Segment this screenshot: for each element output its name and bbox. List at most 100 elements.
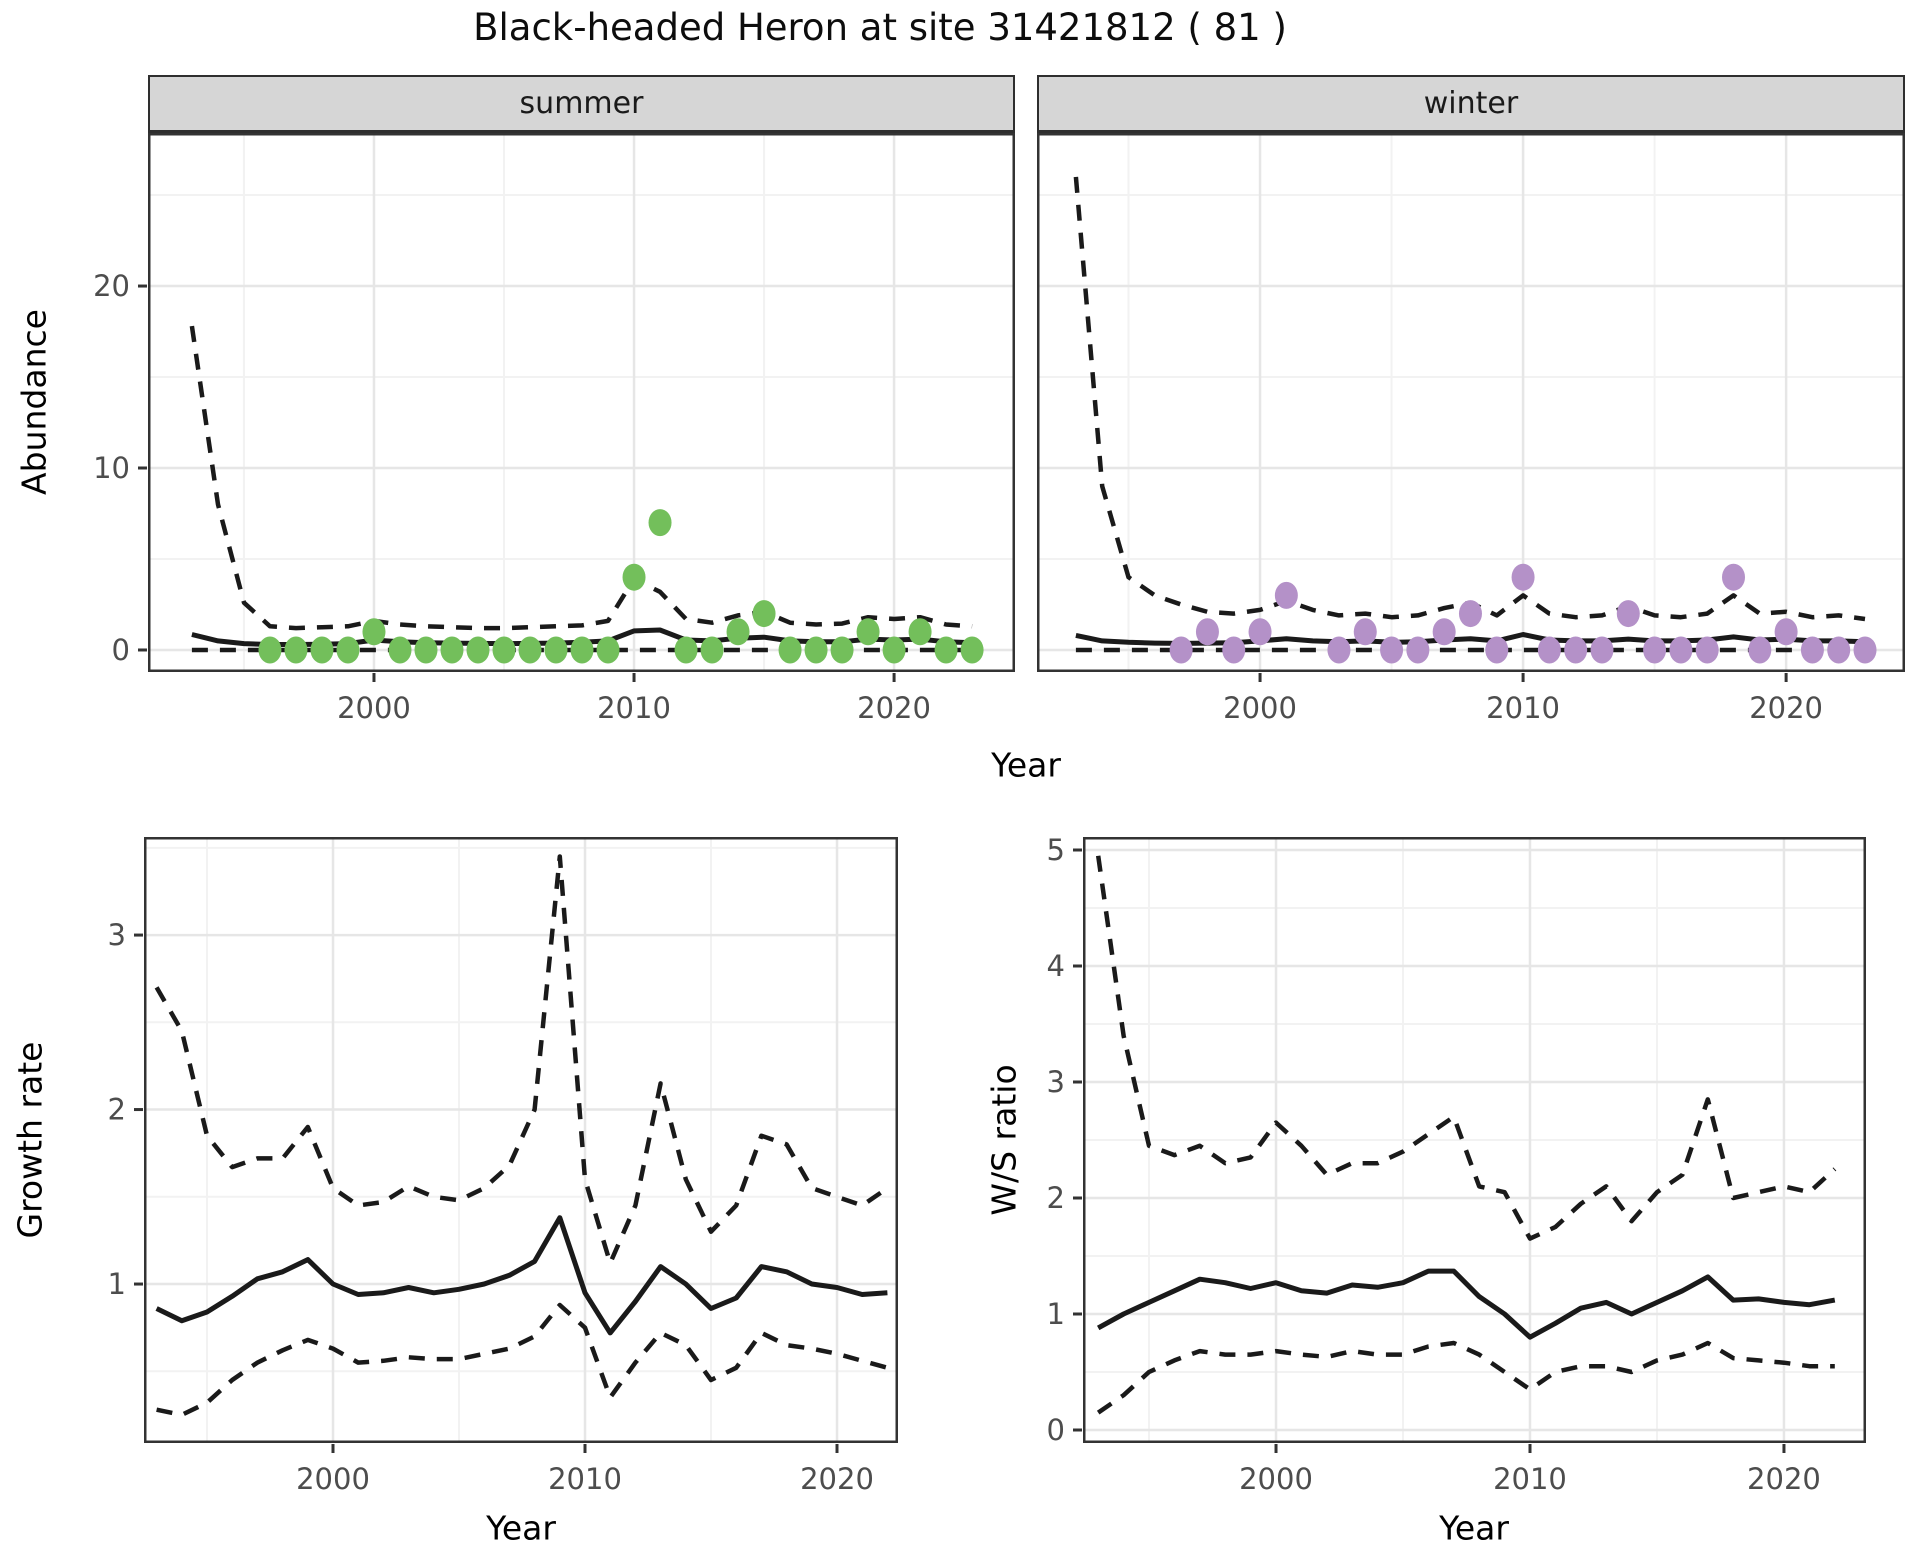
summer-abundance-grid-minor	[148, 133, 1015, 672]
winter-abundance-axis-ticks: 2000 2010 2020	[1223, 673, 1823, 725]
winter-abundance-grid-minor	[1037, 133, 1905, 672]
summer-abundance-point	[622, 563, 646, 591]
winter-abundance-series-observed-counts	[1169, 563, 1877, 664]
winter-abundance-series-median	[1075, 632, 1866, 646]
summer-abundance-x-tick-label: 2020	[857, 691, 931, 725]
winter-abundance-point	[1485, 636, 1509, 664]
growth-rate-axis-title: Growth rate	[10, 1041, 50, 1239]
winter-abundance-x-tick-label: 2000	[1223, 691, 1297, 725]
winter-abundance-point	[1669, 636, 1693, 664]
summer-abundance-point	[258, 636, 282, 664]
ws-ratio-y-tick-label: 5	[1047, 833, 1065, 867]
growth-rate-panel-border	[144, 837, 898, 1443]
ws-ratio-x-tick-label: 2000	[1239, 1462, 1313, 1496]
summer-abundance-point	[284, 636, 308, 664]
summer-abundance-point	[596, 636, 620, 664]
growth-rate-y-tick-label: 3	[108, 918, 126, 952]
summer-abundance-point	[726, 618, 750, 646]
winter-abundance-point	[1380, 636, 1404, 664]
growth-rate-svg: 2000 2010 2020 1 2 3	[108, 837, 898, 1496]
summer-abundance-point	[440, 636, 464, 664]
winter-abundance-point	[1432, 618, 1456, 646]
summer-abundance-x-tick-label: 2000	[337, 691, 411, 725]
top-year-axis-title: Year	[991, 745, 1061, 785]
ws-year-axis-title: Year	[1439, 1508, 1509, 1548]
winter-abundance-point	[1169, 636, 1193, 664]
summer-abundance-point	[492, 636, 516, 664]
ws-ratio-series-lower-ci	[1096, 1340, 1835, 1415]
summer-abundance-point	[674, 636, 698, 664]
summer-abundance-svg: 2000 2010 2020 0 10 20	[93, 133, 1015, 725]
winter-abundance-point	[1643, 636, 1667, 664]
ws-ratio-panel-border	[1083, 837, 1866, 1443]
growth-rate-grid-minor	[144, 837, 898, 1443]
winter-abundance-point	[1695, 636, 1719, 664]
summer-abundance-series-upper-ci	[189, 325, 973, 631]
winter-abundance-point	[1458, 600, 1482, 628]
facet-strip-winter-label: winter	[1423, 86, 1519, 121]
winter-abundance-point	[1195, 618, 1219, 646]
summer-abundance-point	[882, 636, 906, 664]
facet-strip-summer: summer	[148, 75, 1015, 133]
summer-abundance-point	[960, 636, 984, 664]
summer-abundance-point	[778, 636, 802, 664]
panel-growth-rate: 2000 2010 2020 1 2 3	[108, 837, 898, 1496]
summer-abundance-point	[466, 636, 490, 664]
winter-abundance-point	[1774, 618, 1798, 646]
winter-abundance-point	[1248, 618, 1272, 646]
panel-winter-abundance: 2000 2010 2020	[1037, 133, 1905, 725]
growth-rate-x-tick-label: 2010	[548, 1462, 622, 1496]
summer-abundance-point	[388, 636, 412, 664]
winter-abundance-point	[1827, 636, 1851, 664]
summer-abundance-point	[830, 636, 854, 664]
winter-abundance-point	[1274, 581, 1298, 609]
winter-abundance-point	[1353, 618, 1377, 646]
ws-ratio-x-tick-label: 2010	[1493, 1462, 1567, 1496]
ws-ratio-series-median	[1096, 1268, 1836, 1340]
ws-ratio-grid-major	[1083, 837, 1866, 1443]
summer-abundance-y-tick-label: 10	[93, 451, 130, 485]
growth-rate-grid-major	[144, 837, 898, 1443]
summer-abundance-point	[700, 636, 724, 664]
growth-rate-series-median	[155, 1215, 888, 1336]
summer-abundance-point	[570, 636, 594, 664]
winter-abundance-point	[1537, 636, 1561, 664]
winter-abundance-grid-major	[1037, 133, 1905, 672]
summer-abundance-point	[362, 618, 386, 646]
winter-abundance-point	[1722, 563, 1746, 591]
growth-year-axis-title: Year	[486, 1508, 556, 1548]
winter-abundance-series-upper-ci	[1073, 176, 1866, 622]
figure-title: Black-headed Heron at site 31421812 ( 81…	[473, 6, 1287, 49]
growth-rate-axis-ticks: 2000 2010 2020 1 2 3	[108, 918, 874, 1496]
summer-abundance-axis-ticks: 2000 2010 2020 0 10 20	[93, 269, 931, 725]
growth-rate-x-tick-label: 2020	[800, 1462, 874, 1496]
abundance-axis-title: Abundance	[14, 309, 54, 495]
ws-ratio-y-tick-label: 1	[1047, 1297, 1065, 1331]
summer-abundance-grid-major	[148, 133, 1015, 672]
summer-abundance-point	[648, 509, 672, 537]
summer-abundance-series-observed-counts	[258, 509, 984, 664]
winter-abundance-point	[1616, 600, 1640, 628]
facet-strip-summer-label: summer	[519, 86, 644, 121]
ws-ratio-grid-minor	[1083, 837, 1866, 1443]
winter-abundance-svg: 2000 2010 2020	[1037, 133, 1905, 725]
winter-abundance-point	[1222, 636, 1246, 664]
summer-abundance-point	[310, 636, 334, 664]
ws-ratio-y-tick-label: 0	[1047, 1413, 1065, 1447]
winter-abundance-point	[1511, 563, 1535, 591]
summer-abundance-y-tick-label: 20	[93, 269, 130, 303]
ws-ratio-axis-ticks: 2000 2010 2020 0 1 2 3 4 5	[1047, 833, 1821, 1496]
summer-abundance-point	[414, 636, 438, 664]
growth-rate-x-tick-label: 2000	[296, 1462, 370, 1496]
ws-ratio-y-tick-label: 2	[1047, 1181, 1065, 1215]
ws-ratio-series-upper-ci	[1095, 855, 1837, 1241]
growth-rate-series-upper-ci	[154, 854, 889, 1266]
summer-abundance-point	[908, 618, 932, 646]
summer-abundance-point	[336, 636, 360, 664]
ws-ratio-y-tick-label: 4	[1047, 949, 1065, 983]
winter-abundance-point	[1327, 636, 1351, 664]
ws-ratio-y-tick-label: 3	[1047, 1065, 1065, 1099]
summer-abundance-point	[804, 636, 828, 664]
winter-abundance-point	[1406, 636, 1430, 664]
